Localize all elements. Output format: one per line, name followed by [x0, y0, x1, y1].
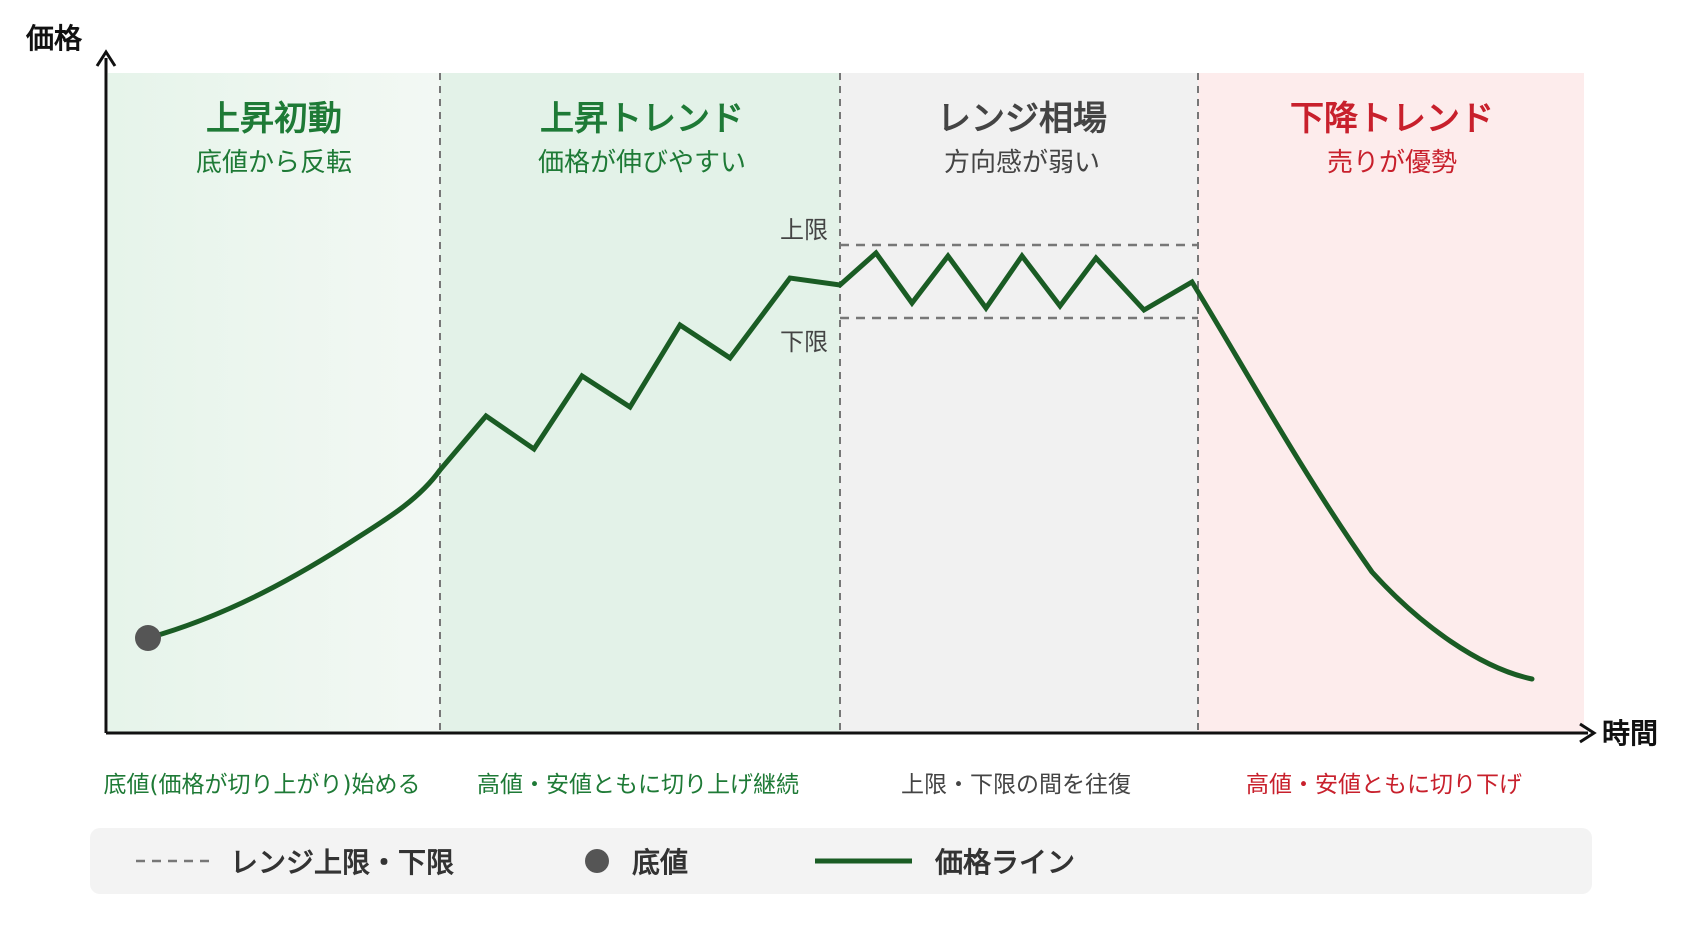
range-lower-label: 下限 [780, 328, 828, 356]
phase-subtitle-early-rise: 底値から反転 [196, 148, 352, 178]
phase-title-downtrend: 下降トレンド [1290, 99, 1494, 139]
phase-note-early-rise: 底値(価格が切り上がり)始める [104, 772, 421, 798]
phase-title-range: レンジ相場 [937, 99, 1107, 139]
phase-subtitle-uptrend: 価格が伸びやすい [538, 148, 746, 178]
x-axis-label: 時間 [1602, 717, 1658, 750]
bottom-price-dot [135, 625, 161, 651]
phase-note-uptrend: 高値・安値ともに切り上げ継続 [477, 772, 799, 798]
range-upper-label: 上限 [780, 216, 828, 244]
y-axis-label: 価格 [25, 22, 83, 55]
phase-subtitle-range: 方向感が弱い [944, 148, 1100, 178]
phase-note-downtrend: 高値・安値ともに切り下げ [1246, 772, 1522, 798]
x-axis-arrow [1579, 722, 1597, 744]
phase-bg-uptrend [440, 73, 840, 733]
phase-title-uptrend: 上昇トレンド [540, 99, 744, 139]
legend-bottom-dot [585, 849, 609, 873]
legend-range-label: レンジ上限・下限 [230, 846, 454, 879]
phase-bg-early-rise [108, 73, 440, 733]
legend-bottom-label: 底値 [632, 846, 688, 879]
phase-bg-range [840, 73, 1198, 733]
price-line [145, 249, 1535, 682]
phase-subtitle-downtrend: 売りが優勢 [1327, 148, 1457, 178]
phase-note-range: 上限・下限の間を往復 [901, 772, 1131, 798]
legend-price-label: 価格ライン [934, 846, 1075, 879]
phase-title-early-rise: 上昇初動 [206, 99, 342, 139]
y-axis-arrow [95, 49, 117, 67]
